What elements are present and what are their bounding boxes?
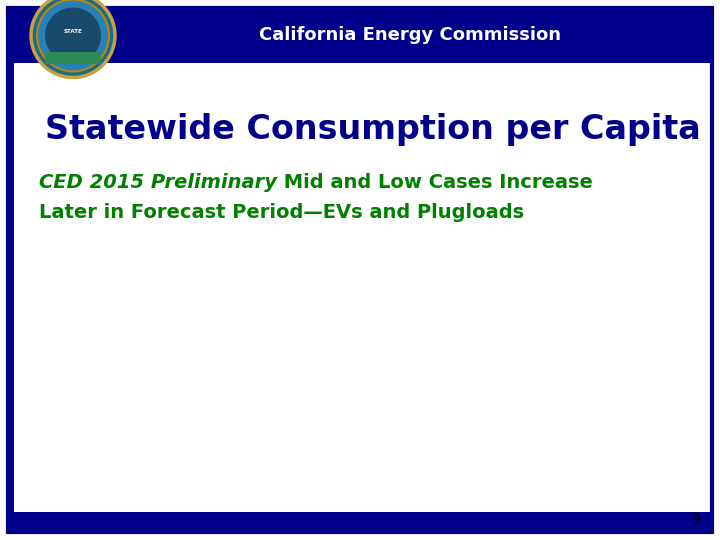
Bar	[45, 51, 101, 64]
Text: STATE: STATE	[63, 29, 82, 34]
Text: Statewide Consumption per Capita: Statewide Consumption per Capita	[45, 113, 701, 146]
Bar	[8, 512, 712, 532]
Circle shape	[45, 8, 101, 64]
Bar	[8, 63, 14, 532]
Text: Mid and Low Cases Increase: Mid and Low Cases Increase	[277, 172, 593, 192]
Circle shape	[37, 0, 109, 71]
Text: 9: 9	[691, 513, 700, 527]
Text: California Energy Commission: California Energy Commission	[259, 26, 562, 44]
Text: Later in Forecast Period—EVs and Plugloads: Later in Forecast Period—EVs and Plugloa…	[39, 202, 524, 221]
Circle shape	[31, 0, 115, 78]
Text: CED 2015 Preliminary: CED 2015 Preliminary	[39, 172, 277, 192]
Bar	[8, 8, 712, 63]
